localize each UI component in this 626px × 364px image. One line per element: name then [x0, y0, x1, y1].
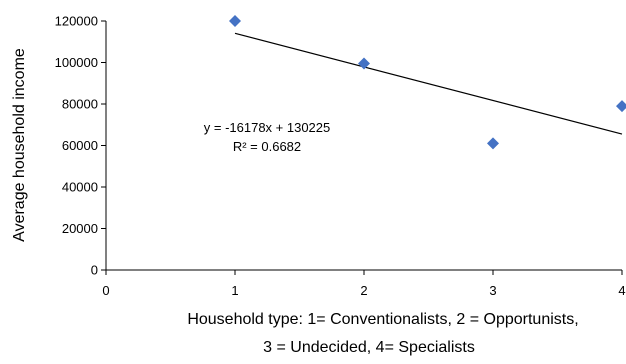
x-axis-title-line2: 3 = Undecided, 4= Specialists — [263, 339, 475, 356]
y-axis: 0 20000 40000 60000 80000 100000 120000 — [55, 14, 107, 278]
y-tick-label: 60000 — [62, 138, 98, 153]
y-tick-label: 0 — [91, 263, 98, 278]
data-point-diamond — [616, 100, 626, 113]
trendline-equation: y = -16178x + 130225 — [204, 120, 331, 135]
y-tick-label: 120000 — [55, 14, 98, 29]
x-tick-label: 2 — [360, 283, 367, 298]
y-axis-title: Average household income — [11, 48, 28, 242]
y-tick-label: 80000 — [62, 97, 98, 112]
x-axis: 0 1 2 3 4 — [102, 269, 626, 298]
x-tick-group: 0 1 2 3 4 — [102, 270, 626, 298]
data-point-diamond — [358, 57, 370, 70]
y-tick-group: 0 20000 40000 60000 80000 100000 120000 — [55, 14, 106, 278]
x-tick-label: 3 — [489, 283, 496, 298]
trendline-r-squared: R² = 0.6682 — [233, 139, 301, 154]
y-tick-label: 20000 — [62, 221, 98, 236]
x-tick-label: 0 — [102, 283, 109, 298]
y-tick-label: 100000 — [55, 55, 98, 70]
data-point-diamond — [487, 137, 499, 150]
x-tick-label: 4 — [618, 283, 625, 298]
y-tick-label: 40000 — [62, 180, 98, 195]
trendline — [234, 32, 623, 135]
data-point-diamond — [229, 15, 241, 27]
x-tick-label: 1 — [231, 283, 238, 298]
data-points — [229, 15, 626, 150]
x-axis-title-line1: Household type: 1= Conventionalists, 2 =… — [187, 311, 578, 328]
